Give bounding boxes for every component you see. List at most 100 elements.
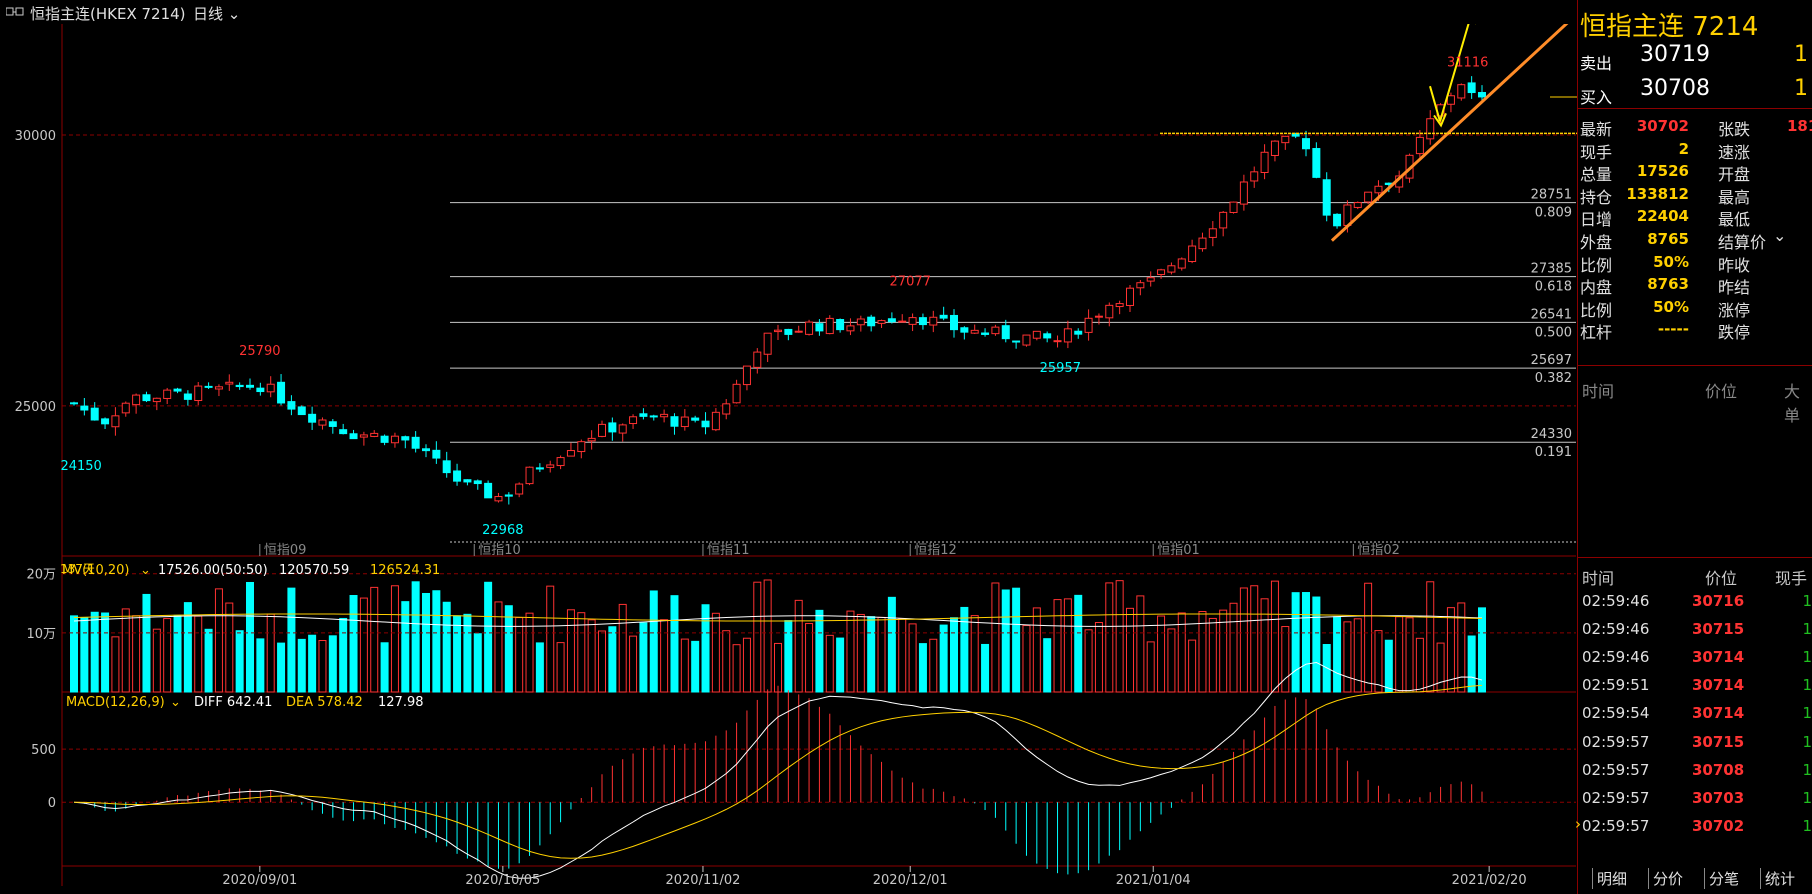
candle-body <box>1260 151 1269 174</box>
candle-body <box>308 413 317 423</box>
tab-1[interactable]: 分价 <box>1648 868 1687 889</box>
macd-panel <box>62 661 1576 879</box>
volume-bar <box>918 643 927 693</box>
volume-bar <box>701 604 710 693</box>
tick-time: 02:59:46 <box>1582 620 1650 639</box>
candle-body <box>401 436 410 441</box>
volume-bar <box>525 612 534 693</box>
tick-row[interactable]: 02:59:57 30708 1 <box>1577 756 1812 784</box>
volume-bar <box>1426 581 1435 693</box>
volume-bar <box>1022 625 1031 693</box>
candle-body <box>1022 334 1031 346</box>
tab-2[interactable]: 分笔 <box>1704 868 1743 889</box>
month-label: 恒指11 <box>707 543 750 558</box>
volume-bar <box>101 612 110 693</box>
macd-tick-label: 0 <box>48 796 56 811</box>
pullback-arrow <box>1429 85 1441 122</box>
volume-bar <box>473 633 482 693</box>
tick-row[interactable]: 02:59:57 30703 1 <box>1577 784 1812 812</box>
tick-row[interactable]: 02:59:57 30715 1 <box>1577 728 1812 756</box>
volume-bar <box>1115 580 1124 693</box>
month-label: 恒指12 <box>914 543 957 558</box>
candle-body <box>566 450 575 457</box>
candle-body <box>339 429 348 435</box>
candle-body <box>1374 185 1383 194</box>
period-selector[interactable]: 日线 ⌄ <box>193 3 240 24</box>
tick-volume: 1 <box>1802 760 1812 779</box>
candle-body <box>794 330 803 333</box>
settle-dropdown-icon[interactable]: ⌄ <box>1773 226 1787 245</box>
volume-bar <box>1405 617 1414 693</box>
stat-value: 50% <box>1653 252 1689 271</box>
volume-bar <box>577 612 586 693</box>
volume-bar <box>1208 617 1217 693</box>
top-bar: 恒指主连(HKEX 7214) 日线 ⌄ <box>0 0 1812 24</box>
tick-row[interactable]: 02:59:51 30714 1 <box>1577 671 1812 699</box>
macd-chevron-icon[interactable]: ⌄ <box>170 695 181 710</box>
volume-bar <box>432 590 441 693</box>
candle-body <box>1364 191 1373 203</box>
volume-bar <box>1219 609 1228 693</box>
candle-body <box>587 437 596 442</box>
volume-bar <box>887 596 896 693</box>
candle-body <box>359 434 368 438</box>
volume-bar <box>214 588 223 693</box>
kline-chart[interactable]: 28751 0.809 27385 0.618 26541 0.500 25697 0.382… <box>0 24 1577 894</box>
volume-bar <box>297 638 306 693</box>
volume-bar <box>359 597 368 693</box>
volume-bar <box>898 618 907 693</box>
mv-chevron-icon[interactable]: ⌄ <box>140 563 151 578</box>
month-label: 恒指10 <box>478 543 521 558</box>
volume-bar <box>1395 616 1404 693</box>
tick-price: 30714 <box>1692 648 1745 667</box>
volume-bar <box>846 610 855 693</box>
volume-bar <box>1063 598 1072 693</box>
current-marker-icon: › <box>1575 814 1581 833</box>
volume-bar <box>680 638 689 693</box>
stat-label: 外盘 <box>1580 233 1613 252</box>
tick-row[interactable]: 02:59:57 30702 1 › <box>1575 812 1812 840</box>
tick-price: 30714 <box>1692 704 1745 723</box>
candle-body <box>328 421 337 427</box>
stat-label: 比例 <box>1580 300 1613 320</box>
stat-label: 总量 <box>1580 165 1613 185</box>
macd-label[interactable]: MACD(12,26,9) <box>66 695 165 710</box>
volume-bar <box>111 636 120 693</box>
date-tick-label: 2020/12/01 <box>873 873 948 888</box>
volume-bar <box>950 617 958 693</box>
tab-0[interactable]: 明细 <box>1592 868 1631 889</box>
tick-volume: 1 <box>1802 816 1812 835</box>
mv-label[interactable]: MV(10,20) <box>62 563 129 578</box>
tab-3[interactable]: 统计 <box>1760 868 1799 889</box>
candle-body <box>546 464 555 468</box>
volume-bar <box>1198 611 1207 693</box>
fib-ratio: 0.500 <box>1535 325 1572 340</box>
tick-row[interactable]: 02:59:46 30716 1 <box>1577 587 1812 615</box>
candle-body <box>856 318 865 326</box>
volume-bar <box>1188 639 1197 693</box>
candle-body <box>1478 92 1486 98</box>
window-menu-icon[interactable] <box>6 7 24 17</box>
volume-bar <box>546 585 555 693</box>
candle-body <box>981 332 990 335</box>
volume-bar <box>1467 635 1476 693</box>
volume-bar <box>1446 607 1455 693</box>
tick-time: 02:59:57 <box>1582 760 1650 779</box>
price-annotation: 25957 <box>1040 361 1081 376</box>
tick-row[interactable]: 02:59:46 30714 1 <box>1577 643 1812 671</box>
stat-label-2: 最高 <box>1718 187 1751 207</box>
tick-row[interactable]: 02:59:46 30715 1 <box>1577 615 1812 643</box>
candle-body <box>504 494 513 497</box>
volume-bar <box>1074 594 1083 693</box>
tick-price: 30714 <box>1692 676 1745 695</box>
volume-bar <box>1146 641 1155 693</box>
ask-price: 30719 <box>1640 42 1710 67</box>
volume-tick-label: 10万 <box>26 627 56 642</box>
tick-row[interactable]: 02:59:54 30714 1 <box>1577 699 1812 727</box>
candle-body <box>463 479 472 483</box>
candle-body <box>473 480 482 485</box>
candle-body <box>1250 171 1259 182</box>
volume-bar <box>411 581 420 693</box>
volume-bar <box>328 635 337 693</box>
ticks-vol-header: 现手 <box>1775 569 1808 588</box>
